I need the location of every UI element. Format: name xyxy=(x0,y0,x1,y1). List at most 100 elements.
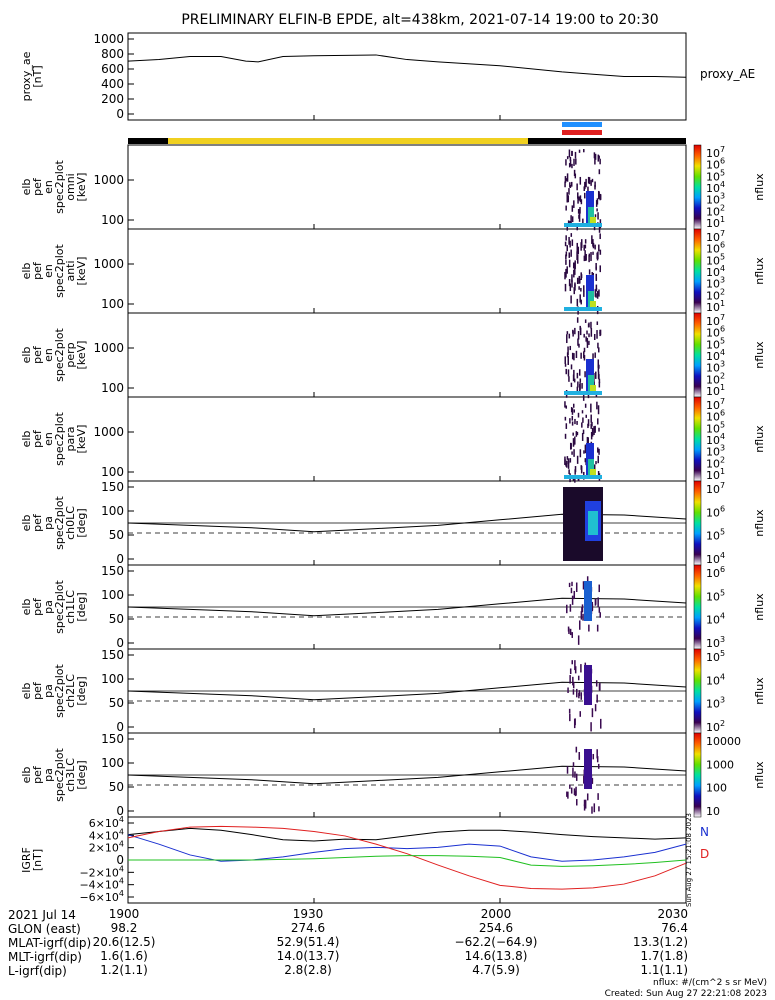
ytick-label: 800 xyxy=(101,47,124,61)
panel-frame-3 xyxy=(127,312,687,398)
spectrogram-floor xyxy=(564,475,602,479)
spectrogram-pixel xyxy=(573,409,576,413)
spectrogram-pixel xyxy=(566,192,568,197)
ytick-label: 100 xyxy=(101,465,124,479)
colorbar-tick-label: 104 xyxy=(706,672,725,687)
footer-value: 1930 xyxy=(293,907,324,921)
spectrogram-pixel xyxy=(579,325,581,331)
spectrogram-pixel xyxy=(571,421,574,426)
footer-value: 4.7(5.9) xyxy=(472,963,520,977)
panel-ylabel-9: IGRF xyxy=(20,847,33,873)
spectrogram-pixel xyxy=(594,289,597,297)
legend-proxy-ae: proxy_AE xyxy=(700,67,755,81)
spectrogram-pixel xyxy=(565,259,567,265)
spectrogram-pixel xyxy=(581,432,584,441)
footer-value: 14.6(13.8) xyxy=(465,949,528,963)
colorbar-tick-label: 104 xyxy=(706,264,725,279)
spectrogram-pixel xyxy=(590,328,593,337)
spectrogram-pixel xyxy=(565,405,568,409)
pa-spectrogram-pixel xyxy=(575,786,577,796)
colorbar-tick-label: 102 xyxy=(706,719,725,734)
spectrogram-pixel xyxy=(565,235,567,241)
spectrogram-pixel xyxy=(569,182,571,188)
colorbar-label: nflux xyxy=(753,173,766,201)
spectrogram-pixel xyxy=(595,371,597,379)
colorbar-tick-label: 105 xyxy=(706,168,725,183)
spectrogram-pixel xyxy=(597,418,599,425)
spectrogram-pixel xyxy=(586,342,589,348)
pa-spectrogram-core xyxy=(588,511,598,535)
spectrogram-pixel xyxy=(577,338,579,346)
pa-spectrogram-pixel xyxy=(567,687,569,694)
spectrogram-pixel xyxy=(572,403,575,408)
spectrogram-floor xyxy=(564,223,602,227)
pa-spectrogram-core xyxy=(584,665,592,705)
ytick-label: 50 xyxy=(109,528,124,542)
pa-spectrogram-pixel xyxy=(576,799,578,806)
spectrogram-pixel xyxy=(599,193,601,201)
spectrogram-pixel xyxy=(574,469,576,475)
spectrogram-pixel xyxy=(565,251,568,257)
panel-ylabel-3: perp xyxy=(64,342,77,367)
spectrogram-pixel xyxy=(576,455,579,464)
spectrogram-pixel xyxy=(576,420,578,425)
pa-spectrogram-pixel xyxy=(566,604,568,614)
pa-spectrogram-pixel xyxy=(569,675,571,684)
panel-ylabel-4: [keV] xyxy=(75,425,88,454)
colorbar-label: nflux xyxy=(753,593,766,621)
spectrogram-pixel xyxy=(593,333,596,340)
spectrogram-pixel xyxy=(566,173,569,182)
pa-spectrogram-pixel xyxy=(584,799,587,809)
spectrogram-pixel xyxy=(583,255,586,262)
pa-spectrogram-pixel xyxy=(582,581,585,590)
spectrogram-pixel xyxy=(577,381,579,388)
spectrogram-pixel xyxy=(580,199,583,205)
pa-spectrogram-pixel xyxy=(571,632,573,638)
footer-row-l: L-igrf(dip) xyxy=(8,964,67,978)
colorbar-tick-label: 103 xyxy=(706,696,725,711)
spectrogram-pixel xyxy=(595,262,597,269)
colorbar-tick-label: 105 xyxy=(706,336,725,351)
pa-spectrogram-pixel xyxy=(576,688,578,698)
spectrogram-pixel xyxy=(567,220,570,226)
colorbar-5 xyxy=(693,480,702,566)
spectrogram-floor xyxy=(564,391,602,395)
pa-spectrogram-pixel xyxy=(568,582,571,588)
spectrogram-pixel xyxy=(579,449,582,458)
panel-ylabel-3: [keV] xyxy=(75,341,88,370)
spectrogram-pixel xyxy=(564,401,566,408)
spectrogram-pixel xyxy=(565,159,567,166)
spectrogram-pixel xyxy=(583,290,585,297)
panel-ylabel-6: pa xyxy=(42,600,55,614)
spectrogram-pixel xyxy=(576,372,579,379)
spectrogram-pixel xyxy=(574,327,576,335)
spectrogram-pixel xyxy=(566,156,569,160)
spectrogram-pixel xyxy=(573,441,575,446)
spectrogram-pixel xyxy=(565,178,568,182)
spectrogram-pixel xyxy=(564,283,567,292)
spectrogram-pixel xyxy=(564,456,566,465)
panel-ylabel-1: pef xyxy=(31,177,44,196)
spectrogram-pixel xyxy=(587,423,589,429)
colorbar-7 xyxy=(693,648,702,734)
spectrogram-pixel xyxy=(568,163,571,168)
pa-spectrogram-core xyxy=(584,749,592,789)
spectrogram-pixel xyxy=(583,347,586,353)
spectrogram-pixel xyxy=(573,449,575,457)
colorbar-8 xyxy=(693,732,702,818)
ytick-label: 1000 xyxy=(93,425,124,439)
ytick-label: 600 xyxy=(101,62,124,76)
colorbar-tick-label: 103 xyxy=(706,444,725,459)
spectrogram-pixel xyxy=(599,249,602,255)
colorbar-label: nflux xyxy=(753,257,766,285)
colorbar-label: nflux xyxy=(753,341,766,369)
spectrogram-pixel xyxy=(573,353,575,361)
spectrogram-pixel xyxy=(571,163,573,169)
panel-ylabel-1: [keV] xyxy=(75,173,88,202)
spectrogram-pixel xyxy=(566,194,568,203)
colorbar-tick-label: 107 xyxy=(706,229,725,244)
spectrogram-core xyxy=(588,207,594,223)
panel-ylabel-5: [deg] xyxy=(75,508,88,537)
spectrogram-pixel xyxy=(567,458,570,464)
spectrogram-pixel xyxy=(598,347,600,353)
